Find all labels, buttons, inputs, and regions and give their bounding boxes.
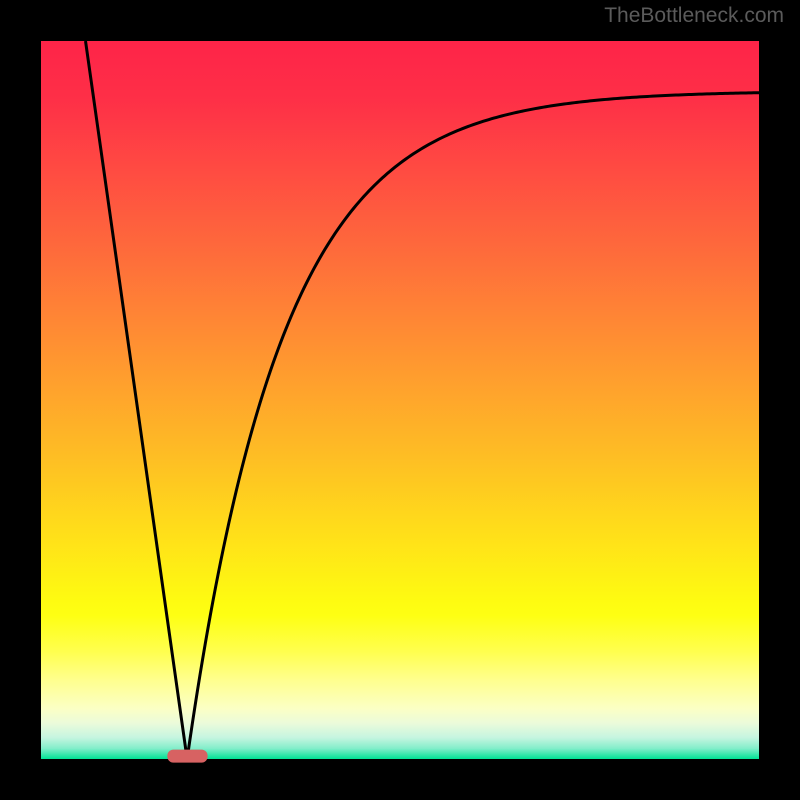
plot-background [41, 41, 759, 759]
attribution-text: TheBottleneck.com [604, 4, 784, 27]
apex-marker [167, 750, 207, 763]
chart-container: TheBottleneck.com [0, 0, 800, 800]
bottleneck-chart: TheBottleneck.com [0, 0, 800, 800]
